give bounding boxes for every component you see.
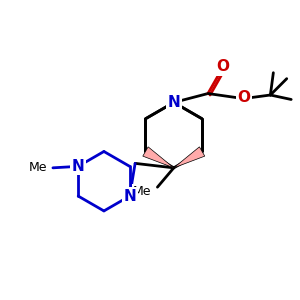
Text: N: N (167, 95, 180, 110)
Text: Me: Me (28, 161, 47, 174)
Text: Me: Me (133, 185, 152, 198)
Text: N: N (167, 95, 180, 110)
Polygon shape (174, 147, 205, 168)
Text: N: N (72, 159, 85, 174)
Text: N: N (123, 189, 136, 204)
Polygon shape (143, 147, 174, 168)
Text: O: O (237, 91, 250, 106)
Text: O: O (216, 59, 229, 74)
